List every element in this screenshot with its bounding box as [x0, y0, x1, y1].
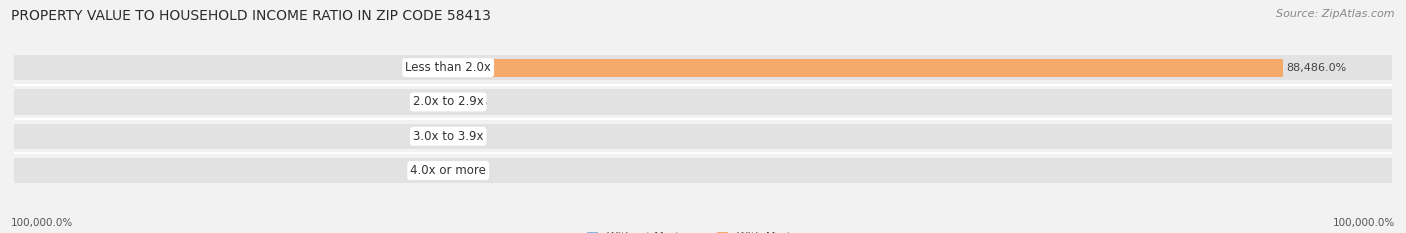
Text: 4.0x or more: 4.0x or more [411, 164, 486, 177]
Text: 3.0x to 3.9x: 3.0x to 3.9x [413, 130, 484, 143]
Text: 18.3%: 18.3% [451, 131, 486, 141]
Text: 100,000.0%: 100,000.0% [1333, 218, 1395, 228]
Legend: Without Mortgage, With Mortgage: Without Mortgage, With Mortgage [588, 232, 818, 233]
Bar [0, 89, 1392, 115]
Text: 88,486.0%: 88,486.0% [1286, 63, 1347, 73]
Text: 2.0x to 2.9x: 2.0x to 2.9x [413, 96, 484, 108]
Text: 59.6%: 59.6% [409, 63, 444, 73]
Bar [0, 158, 1392, 183]
Text: 76.3%: 76.3% [451, 97, 486, 107]
Text: Less than 2.0x: Less than 2.0x [405, 61, 491, 74]
Text: 14.0%: 14.0% [409, 97, 446, 107]
Bar [0, 55, 1392, 80]
Text: PROPERTY VALUE TO HOUSEHOLD INCOME RATIO IN ZIP CODE 58413: PROPERTY VALUE TO HOUSEHOLD INCOME RATIO… [11, 9, 491, 23]
Text: 15.8%: 15.8% [409, 165, 446, 175]
Text: 10.6%: 10.6% [411, 131, 446, 141]
Bar [449, 59, 1284, 77]
Text: 100,000.0%: 100,000.0% [11, 218, 73, 228]
Text: Source: ZipAtlas.com: Source: ZipAtlas.com [1277, 9, 1395, 19]
Text: 5.4%: 5.4% [451, 165, 479, 175]
Bar [0, 123, 1392, 149]
